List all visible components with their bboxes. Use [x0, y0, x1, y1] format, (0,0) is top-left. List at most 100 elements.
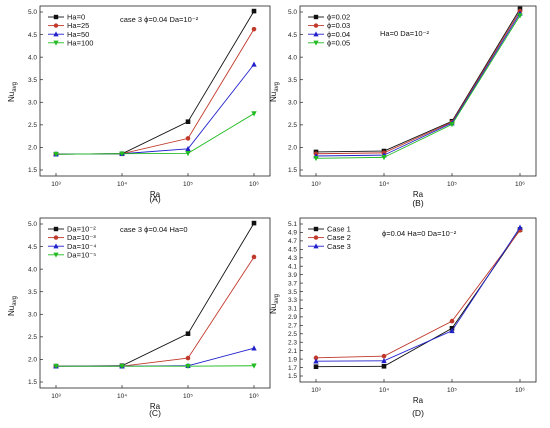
x-tick-label: 10⁴ [379, 387, 389, 394]
x-tick-label: 10⁵ [183, 181, 193, 188]
data-point [381, 357, 387, 364]
legend-marker [313, 31, 319, 37]
data-point [53, 151, 59, 158]
y-tick-label: 3.1 [288, 306, 297, 313]
x-axis-label: Ra [150, 402, 161, 411]
legend-marker [53, 14, 59, 20]
legend-entry: Ha=0 [67, 13, 85, 22]
y-tick-label: 1.9 [288, 356, 297, 363]
series-line [55, 28, 255, 155]
y-tick-label: 4.9 [288, 230, 297, 237]
y-axis-label: Nuavg [269, 82, 280, 102]
data-point [185, 150, 191, 157]
legend-entry: ϕ=0.04 [327, 30, 350, 39]
data-point [449, 318, 455, 324]
legend-marker [53, 40, 59, 46]
data-point [517, 13, 523, 19]
y-tick-label: 1.5 [28, 379, 37, 386]
legend-entry: ϕ=0.03 [327, 21, 350, 30]
legend-entry: ϕ=0.02 [327, 13, 350, 22]
y-axis-label: Nuavg [269, 294, 280, 314]
y-tick-label: 3.7 [288, 280, 297, 287]
series-line [55, 113, 255, 155]
legend-marker [313, 23, 319, 28]
x-tick-label: 10⁵ [183, 393, 193, 400]
y-tick-label: 2.5 [28, 122, 37, 129]
legend-marker [53, 23, 59, 28]
annotation: ϕ=0.04 Ha=0 Da=10⁻² [382, 229, 457, 238]
legend-marker [53, 252, 59, 258]
y-tick-label: 4.7 [288, 238, 297, 245]
series-line [315, 227, 521, 362]
panel-caption: (C) [149, 408, 161, 418]
legend-entry: Case 2 [327, 233, 351, 242]
y-tick-label: 2.0 [288, 145, 297, 152]
data-point [185, 363, 191, 370]
legend-entry: Ha=100 [67, 38, 93, 47]
x-tick-label: 10⁶ [249, 393, 259, 400]
series-line [315, 8, 521, 153]
y-tick-label: 3.0 [28, 99, 37, 106]
y-tick-label: 4.1 [288, 263, 297, 270]
data-point [251, 254, 257, 260]
y-tick-label: 1.5 [28, 167, 37, 174]
panel-caption: (D) [412, 408, 424, 418]
legend-marker [53, 226, 59, 232]
x-tick-label: 10⁵ [447, 181, 457, 188]
y-tick-label: 5.0 [288, 9, 297, 16]
legend-entry: Da=10⁻⁵ [67, 250, 96, 259]
data-point [119, 363, 125, 370]
data-point [517, 224, 523, 230]
panel-caption: (A) [149, 194, 161, 204]
data-point [449, 122, 455, 128]
data-point [119, 151, 125, 157]
data-point [381, 155, 387, 161]
legend-entry: Da=10⁻³ [67, 233, 96, 242]
y-tick-label: 2.7 [288, 323, 297, 330]
x-tick-label: 10⁴ [117, 181, 127, 188]
x-axis-label: Ra [413, 190, 424, 199]
series-line [56, 347, 255, 367]
x-tick-label: 10³ [311, 181, 321, 188]
y-tick-label: 1.5 [288, 167, 297, 174]
data-point [313, 358, 319, 364]
series-line [315, 230, 521, 359]
legend: ϕ=0.02ϕ=0.03ϕ=0.04ϕ=0.05 [308, 13, 350, 47]
data-point [313, 364, 319, 370]
y-tick-label: 4.5 [28, 244, 37, 251]
plot-frame [39, 5, 271, 177]
x-tick-label: 10⁶ [515, 181, 525, 188]
y-tick-label: 2.0 [28, 357, 37, 364]
y-tick-label: 4.5 [288, 247, 297, 254]
chart-panel: 1.5 2.0 2.5 3.0 3.5 4.0 4.5 5.0 10³ 10⁴ 10⁵ 10⁶ Ra Nu… [7, 217, 271, 418]
chart-panel: 1.5 2.0 2.5 3.0 3.5 4.0 4.5 5.0 10³ 10⁴ 10⁵ 10⁶ Ra Nu… [7, 5, 271, 204]
y-tick-label: 2.9 [288, 314, 297, 321]
y-tick-label: 1.5 [288, 373, 297, 380]
data-point [185, 119, 191, 124]
data-point [185, 136, 191, 141]
y-tick-label: 4.5 [28, 32, 37, 39]
plot-frame [39, 217, 271, 389]
legend-entry: ϕ=0.05 [327, 38, 350, 47]
legend-entry: Case 1 [327, 225, 351, 234]
y-tick-label: 3.5 [28, 77, 37, 84]
data-point [251, 61, 257, 67]
series-line [315, 13, 521, 157]
legend-marker [53, 235, 59, 240]
y-tick-label: 5.0 [28, 221, 37, 228]
y-tick-label: 4.3 [288, 255, 297, 262]
data-point [251, 111, 257, 117]
x-tick-label: 10⁵ [447, 387, 457, 394]
y-axis-label: Nuavg [7, 82, 18, 102]
x-tick-label: 10⁶ [515, 387, 525, 394]
x-axis-label: Ra [150, 190, 161, 199]
legend-entry: Da=10⁻² [67, 225, 96, 234]
y-tick-label: 5.1 [288, 221, 297, 228]
y-axis-label: Nuavg [7, 296, 18, 316]
annotation: Ha=0 Da=10⁻² [380, 29, 429, 38]
series-line [315, 15, 521, 159]
y-tick-label: 3.0 [288, 99, 297, 106]
